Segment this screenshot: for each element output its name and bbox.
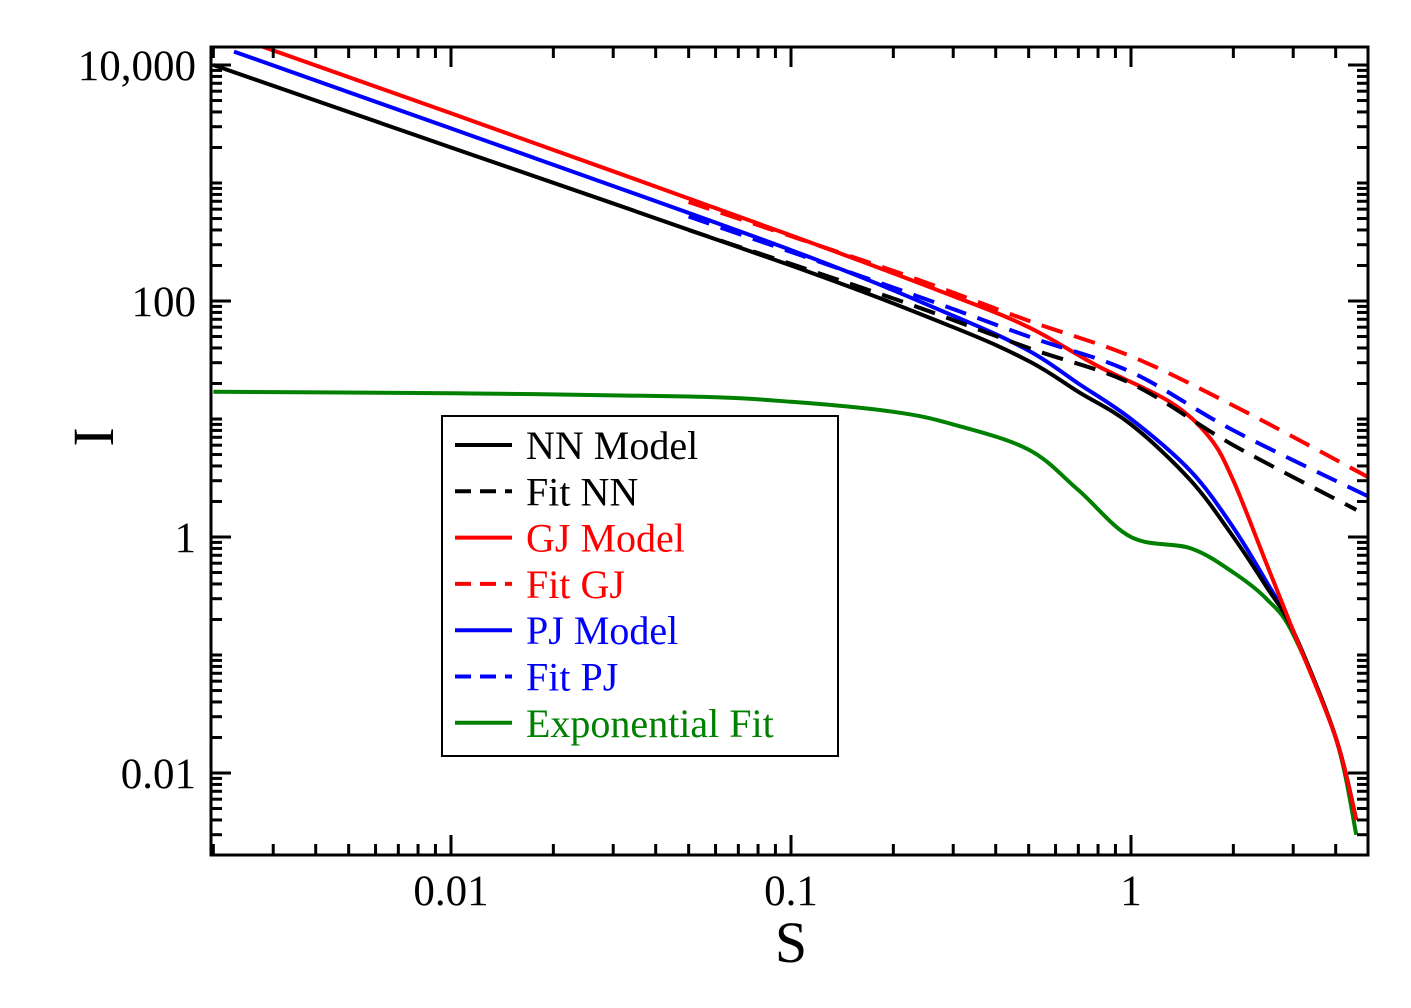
- ticks-layer: 0.01 0.1 1 0.01 1 100 10,000: [78, 43, 1368, 915]
- legend-label: NN Model: [526, 423, 698, 468]
- y-tick-label: 100: [132, 279, 197, 326]
- y-axis-title: I: [61, 427, 126, 446]
- legend-label: Fit PJ: [526, 655, 618, 700]
- curves-layer: [212, 47, 1368, 836]
- legend-label: Fit NN: [526, 469, 638, 514]
- series-line-gj-model: [257, 47, 1359, 821]
- y-tick-label: 0.01: [121, 751, 196, 798]
- legend-label: Exponential Fit: [526, 701, 774, 746]
- x-tick-label: 0.1: [764, 868, 818, 915]
- x-tick-label: 1: [1120, 868, 1142, 915]
- x-axis-title: S: [775, 910, 807, 975]
- y-tick-label: 10,000: [78, 43, 196, 90]
- legend-label: Fit GJ: [526, 562, 625, 607]
- series-line-fit-nn: [687, 228, 1358, 512]
- legend-label: GJ Model: [526, 516, 685, 561]
- legend-label: PJ Model: [526, 608, 678, 653]
- series-line-exponential-fit: [213, 389, 1359, 836]
- y-tick-label: 1: [175, 515, 197, 562]
- x-tick-label: 0.01: [413, 868, 488, 915]
- legend-box: [441, 415, 839, 757]
